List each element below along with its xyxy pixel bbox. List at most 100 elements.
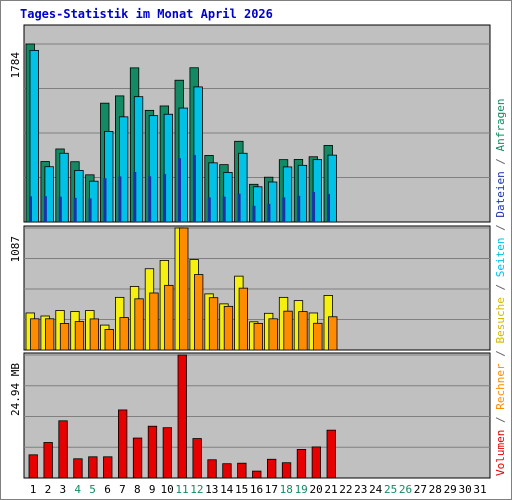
bar-requests-dateien-day-2 (44, 166, 54, 223)
x-tick-label-day-28: 28 (429, 483, 442, 496)
bar-requests-dateien-day-18 (282, 166, 293, 223)
bar-requests-seiten-day-5 (88, 198, 92, 222)
x-tick-label-day-26: 26 (399, 483, 412, 496)
x-tick-label-day-30: 30 (458, 483, 471, 496)
panel-requests-max-label: 1784 (9, 52, 22, 79)
bar-requests-seiten-day-3 (58, 196, 62, 222)
bar-requests-seiten-day-15 (237, 193, 241, 222)
bar-requests-dateien-day-19 (297, 164, 308, 223)
bar-requests-seiten-day-14 (222, 196, 226, 222)
bar-volume-volumen-day-3 (58, 420, 68, 479)
bar-requests-dateien-day-1 (29, 49, 39, 223)
x-tick-label-day-29: 29 (444, 483, 457, 496)
panel-visits-max-label: 1087 (9, 236, 22, 263)
bar-volume-volumen-day-14 (222, 463, 232, 479)
chart-title: Tages-Statistik im Monat April 2026 (20, 7, 273, 21)
legend-entry-dateien: Dateien (494, 171, 507, 217)
bar-volume-volumen-day-17 (266, 458, 277, 479)
bar-requests-dateien-day-21 (327, 154, 337, 223)
right-legend: Volumen / Rechner / Besuche / Seiten / D… (494, 98, 507, 476)
bar-visits-rechner-day-9 (149, 292, 159, 351)
bar-requests-seiten-day-21 (327, 193, 330, 222)
bar-visits-rechner-day-12 (193, 274, 204, 351)
x-tick-label-day-21: 21 (324, 483, 337, 496)
legend-entry-seiten: Seiten (494, 238, 507, 278)
panel-volume-max-label: 24.94 MB (9, 363, 22, 416)
bar-requests-dateien-day-7 (119, 116, 129, 223)
bar-visits-rechner-day-15 (238, 287, 249, 351)
bar-requests-dateien-day-16 (253, 186, 263, 223)
x-tick-label-day-18: 18 (280, 483, 293, 496)
x-tick-label-day-25: 25 (384, 483, 397, 496)
x-tick-label-day-10: 10 (160, 483, 173, 496)
x-tick-label-day-9: 9 (149, 483, 156, 496)
bar-volume-volumen-day-19 (296, 448, 307, 479)
bar-requests-dateien-day-13 (208, 162, 218, 223)
bar-visits-rechner-day-13 (208, 297, 219, 351)
bar-volume-volumen-day-7 (118, 409, 128, 479)
bar-requests-dateien-day-17 (267, 181, 278, 223)
legend-separator: / (494, 344, 507, 364)
bar-requests-dateien-day-6 (104, 131, 114, 223)
bar-volume-volumen-day-9 (147, 425, 158, 479)
x-tick-label-day-7: 7 (119, 483, 126, 496)
bar-requests-seiten-day-17 (267, 203, 271, 222)
x-tick-label-day-31: 31 (473, 483, 486, 496)
bar-volume-volumen-day-8 (132, 437, 143, 479)
bar-requests-seiten-day-20 (312, 192, 316, 222)
x-tick-label-day-15: 15 (235, 483, 248, 496)
bar-requests-dateien-day-10 (163, 113, 174, 223)
bar-volume-volumen-day-4 (73, 458, 83, 479)
bar-requests-seiten-day-4 (73, 197, 77, 222)
bar-requests-seiten-day-1 (29, 196, 32, 222)
legend-entry-besuche: Besuche (494, 297, 507, 343)
legend-separator: / (494, 410, 507, 430)
x-tick-label-day-1: 1 (30, 483, 37, 496)
x-tick-label-day-24: 24 (369, 483, 383, 496)
x-tick-label-day-27: 27 (414, 483, 427, 496)
bar-visits-rechner-day-21 (328, 316, 338, 351)
x-tick-label-day-14: 14 (220, 483, 234, 496)
panel-volume (23, 352, 491, 479)
bar-visits-rechner-day-6 (104, 329, 114, 351)
bar-visits-rechner-day-8 (134, 298, 144, 351)
bar-visits-rechner-day-19 (298, 311, 308, 351)
bar-visits-rechner-day-20 (313, 322, 323, 351)
x-tick-label-day-12: 12 (190, 483, 203, 496)
bar-visits-rechner-day-17 (268, 318, 278, 351)
bar-visits-rechner-day-14 (223, 305, 234, 351)
bar-requests-dateien-day-3 (59, 152, 69, 223)
bar-requests-dateien-day-9 (148, 115, 159, 223)
bar-volume-volumen-day-1 (28, 454, 38, 479)
bar-requests-seiten-day-18 (282, 197, 286, 222)
bar-visits-rechner-day-1 (30, 318, 40, 351)
x-tick-label-day-8: 8 (134, 483, 141, 496)
legend-entry-volumen: Volumen (494, 430, 507, 476)
x-tick-label-day-19: 19 (295, 483, 308, 496)
bar-volume-volumen-day-20 (311, 446, 322, 479)
bar-visits-rechner-day-2 (45, 318, 55, 351)
bar-volume-volumen-day-16 (252, 470, 262, 479)
legend-separator: / (494, 151, 507, 171)
bar-requests-seiten-day-8 (133, 172, 137, 222)
x-tick-label-day-20: 20 (309, 483, 322, 496)
bar-requests-seiten-day-10 (163, 174, 167, 222)
bar-requests-dateien-day-20 (312, 159, 323, 223)
x-tick-label-day-3: 3 (59, 483, 66, 496)
x-tick-label-day-6: 6 (104, 483, 111, 496)
bar-visits-rechner-day-16 (253, 323, 263, 351)
x-tick-label-day-13: 13 (205, 483, 218, 496)
legend-separator: / (494, 218, 507, 238)
bar-requests-seiten-day-2 (43, 196, 47, 222)
legend-entry-rechner: Rechner (494, 363, 507, 410)
x-tick-label-day-17: 17 (265, 483, 278, 496)
bar-visits-rechner-day-10 (164, 284, 174, 351)
bar-visits-rechner-day-7 (119, 317, 129, 351)
bar-volume-volumen-day-21 (326, 429, 336, 479)
legend-separator: / (494, 277, 507, 297)
bar-visits-rechner-day-18 (283, 310, 293, 351)
x-tick-label-day-23: 23 (354, 483, 367, 496)
bar-requests-seiten-day-13 (207, 197, 211, 222)
bar-requests-seiten-day-6 (103, 178, 107, 222)
